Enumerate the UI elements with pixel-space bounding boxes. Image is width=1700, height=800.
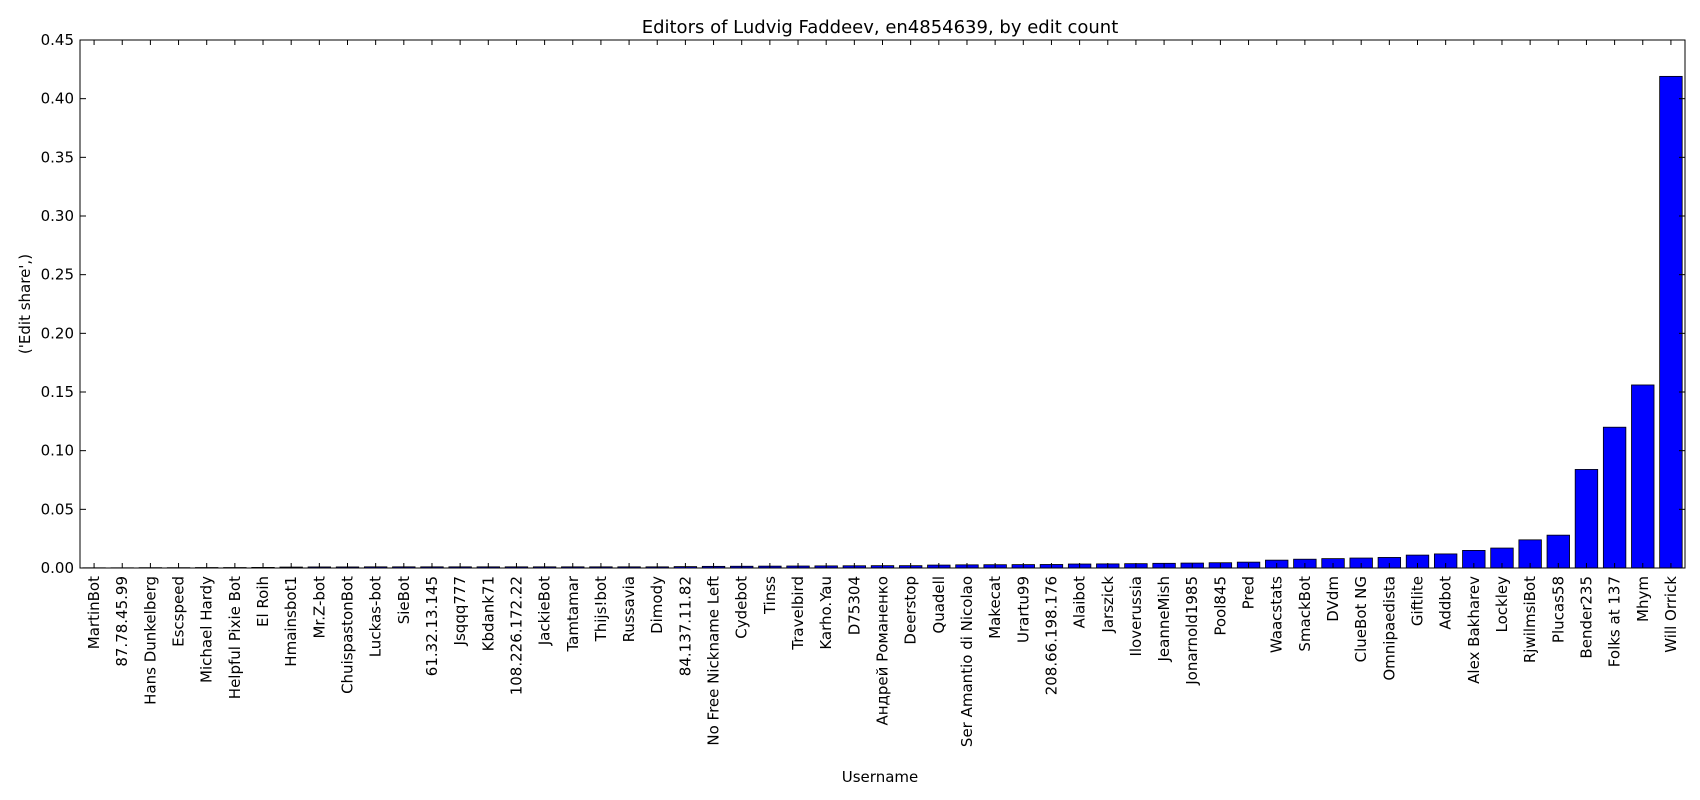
- plot-frame: [79, 39, 1686, 569]
- x-tick-label: SieBot: [395, 576, 413, 624]
- x-tick-label: Mhym: [1634, 576, 1652, 622]
- x-tick-label: Omnipaedista: [1380, 576, 1398, 681]
- x-tick-label: Giftlite: [1409, 576, 1427, 626]
- x-tick-label: 87.78.45.99: [113, 576, 131, 667]
- y-tick-label: 0.05: [41, 500, 74, 518]
- x-tick-label: 108.226.172.22: [507, 576, 525, 695]
- x-tick-label: ClueBot NG: [1352, 576, 1370, 662]
- x-tick-label: Deerstop: [902, 576, 920, 645]
- x-tick-label: Jonarnold1985: [1183, 576, 1201, 686]
- x-tick-label: Russavia: [620, 576, 638, 642]
- x-tick-label: Will Orrick: [1662, 576, 1680, 653]
- x-tick-label: Plucas58: [1549, 576, 1567, 643]
- x-tick-label: Bender235: [1577, 576, 1595, 659]
- x-tick-label: 61.32.13.145: [423, 576, 441, 676]
- y-tick-label: 0.25: [41, 266, 74, 284]
- x-tick-label: Андрей Романенко: [874, 576, 892, 726]
- x-tick-label: 208.66.198.176: [1042, 576, 1060, 695]
- x-tick-label: No Free Nickname Left: [705, 576, 723, 746]
- x-tick-label: El Roih: [254, 576, 272, 627]
- x-tick-label: Addbot: [1437, 576, 1455, 630]
- x-tick-label: SmackBot: [1296, 576, 1314, 652]
- x-tick-label: Quadell: [930, 576, 948, 634]
- x-tick-label: DVdm: [1324, 576, 1342, 622]
- x-tick-label: Tamtamar: [564, 575, 582, 652]
- bars-group: [82, 75, 1683, 569]
- x-tick-label: D75304: [845, 576, 863, 635]
- x-tick-label: JackieBot: [536, 576, 554, 646]
- y-axis: 0.00 0.05 0.10 0.15 0.20 0.25 0.30 0.35 0.40 0.45: [41, 31, 1685, 577]
- y-tick-label: 0.40: [41, 90, 74, 108]
- x-tick-label: Pool845: [1211, 576, 1229, 636]
- x-tick-label: Helpful Pixie Bot: [226, 576, 244, 699]
- y-tick-label: 0.45: [41, 31, 74, 49]
- x-tick-label: Kbdank71: [479, 576, 497, 651]
- x-tick-label: Alex Bakharev: [1465, 576, 1483, 684]
- y-tick-label: 0.00: [41, 559, 74, 577]
- x-tick-label: Hans Dunkelberg: [141, 576, 159, 705]
- y-tick-label: 0.35: [41, 148, 74, 166]
- x-axis: MartinBot 87.78.45.99 Hans Dunkelberg Escsp…: [85, 40, 1680, 747]
- x-tick-label: Folks at 137: [1606, 576, 1624, 667]
- x-tick-label: Lockley: [1493, 576, 1511, 633]
- x-tick-label: 84.137.11.82: [676, 576, 694, 676]
- x-tick-label: Ser Amantio di Nicolao: [958, 576, 976, 747]
- x-tick-label: RjwilmsiBot: [1521, 576, 1539, 663]
- y-tick-label: 0.10: [41, 442, 74, 460]
- chart-title: Editors of Ludvig Faddeev, en4854639, by…: [642, 17, 1119, 38]
- x-tick-label: Iloverussia: [1127, 576, 1145, 657]
- x-tick-label: Michael Hardy: [198, 576, 216, 683]
- x-tick-label: Escspeed: [170, 576, 188, 647]
- x-tick-label: ChuispastonBot: [339, 576, 357, 694]
- x-tick-label: Mr.Z-bot: [310, 576, 328, 639]
- x-axis-label: Username: [842, 768, 918, 786]
- x-tick-label: Pred: [1240, 576, 1258, 609]
- x-tick-label: Dimody: [648, 576, 666, 634]
- bar: [1602, 426, 1627, 569]
- x-tick-label: Alaibot: [1071, 576, 1089, 628]
- y-axis-label: ('Edit share',): [16, 254, 34, 354]
- y-tick-label: 0.15: [41, 383, 74, 401]
- x-tick-label: Makecat: [986, 576, 1004, 639]
- x-tick-label: JeanneMish: [1155, 576, 1173, 663]
- x-tick-label: Jsqqq777: [451, 576, 469, 646]
- y-tick-label: 0.30: [41, 207, 74, 225]
- x-tick-label: Urartu99: [1014, 576, 1032, 643]
- x-tick-label: Tinss: [761, 576, 779, 615]
- x-tick-label: Karho.Yau: [817, 576, 835, 650]
- x-tick-label: Waacstats: [1268, 576, 1286, 653]
- x-tick-label: Cydebot: [733, 576, 751, 639]
- x-tick-label: Hmainsbot1: [282, 576, 300, 667]
- x-tick-label: MartinBot: [85, 576, 103, 649]
- bar: [1659, 75, 1683, 569]
- x-tick-label: Thijs!bot: [592, 576, 610, 643]
- x-tick-label: Luckas-bot: [367, 576, 385, 657]
- x-tick-label: Travelbird: [789, 576, 807, 651]
- bar: [1574, 469, 1599, 569]
- x-tick-label: Jarszick: [1099, 576, 1117, 634]
- bar: [1631, 384, 1655, 569]
- y-tick-label: 0.20: [41, 324, 74, 342]
